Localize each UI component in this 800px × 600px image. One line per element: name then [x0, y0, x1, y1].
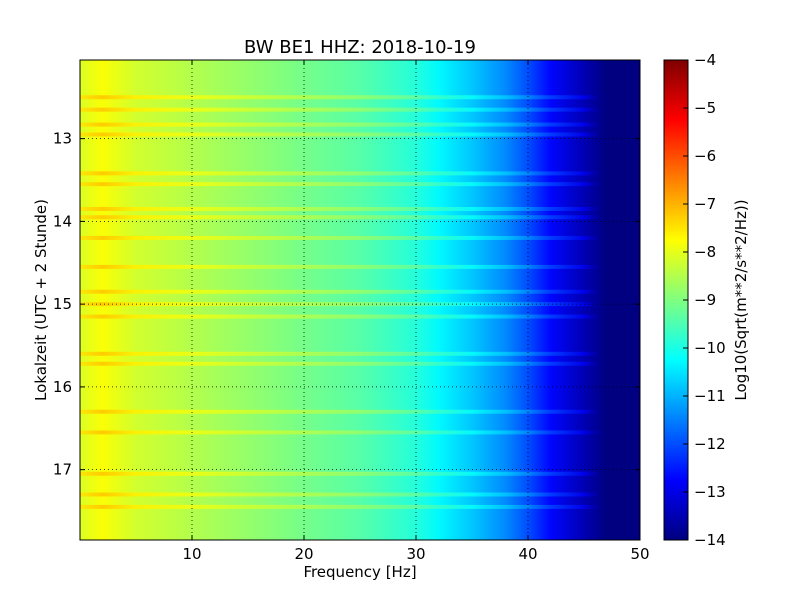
- spectrogram-band: [80, 471, 640, 476]
- x-tick-label: 20: [294, 545, 313, 563]
- spectrogram-band: [80, 430, 640, 435]
- y-tick-label: 17: [53, 461, 72, 479]
- spectrogram-bands: [80, 95, 640, 509]
- colorbar-tick-label: −14: [694, 531, 726, 549]
- spectrogram-band: [80, 492, 640, 497]
- spectrogram-band: [80, 289, 640, 294]
- colorbar-ticks: −4 −5 −6 −7 −8 −9 −10 −11 −12 −13 −14: [683, 51, 726, 549]
- spectrogram-background: [80, 60, 640, 540]
- spectrogram-band: [80, 95, 640, 100]
- grid-lines: [80, 60, 640, 540]
- x-tick-label: 30: [406, 545, 425, 563]
- colorbar-tick-label: −7: [694, 195, 716, 213]
- y-tick-label: 14: [53, 212, 72, 230]
- x-tick-label: 40: [518, 545, 537, 563]
- colorbar-tick-label: −6: [694, 147, 716, 165]
- y-tick-label: 16: [53, 378, 72, 396]
- plot-frame: [79, 59, 641, 541]
- colorbar-tick-label: −11: [694, 387, 726, 405]
- spectrogram-band: [80, 182, 640, 187]
- x-axis-ticks: 10 20 30 40 50: [182, 60, 650, 563]
- plot-area: [80, 60, 640, 540]
- colorbar-tick-label: −4: [694, 51, 716, 69]
- chart-title: BW BE1 HHZ: 2018-10-19: [244, 37, 476, 58]
- colorbar-tick-label: −8: [694, 243, 716, 261]
- colorbar-tick-label: −5: [694, 99, 716, 117]
- spectrogram-band: [80, 235, 640, 240]
- spectrogram-band: [80, 122, 640, 127]
- colorbar-tick-label: −10: [694, 339, 726, 357]
- spectrogram-band: [80, 171, 640, 176]
- spectrogram-band: [80, 409, 640, 414]
- spectrogram-band: [80, 351, 640, 356]
- spectrogram-band: [80, 206, 640, 211]
- colorbar-label: Log10(Sqrt(m**2/s**2/Hz)): [732, 199, 750, 400]
- y-axis-ticks: 13 14 15 16 17: [53, 130, 640, 479]
- spectrogram-band: [80, 215, 640, 220]
- y-tick-label: 15: [53, 295, 72, 313]
- colorbar-tick-label: −12: [694, 435, 726, 453]
- colorbar-tick-label: −9: [694, 291, 716, 309]
- spectrogram-band: [80, 361, 640, 366]
- spectrogram-band: [80, 504, 640, 509]
- spectrogram-band: [80, 132, 640, 137]
- spectrogram-band: [80, 107, 640, 112]
- y-axis-label: Lokalzeit (UTC + 2 Stunde): [32, 199, 50, 401]
- x-tick-label: 50: [630, 545, 649, 563]
- y-tick-label: 13: [53, 130, 72, 148]
- colorbar-tick-label: −13: [694, 483, 726, 501]
- spectrogram-band: [80, 264, 640, 269]
- x-tick-label: 10: [182, 545, 201, 563]
- x-axis-label: Frequency [Hz]: [303, 563, 416, 581]
- spectrogram-band: [80, 314, 640, 319]
